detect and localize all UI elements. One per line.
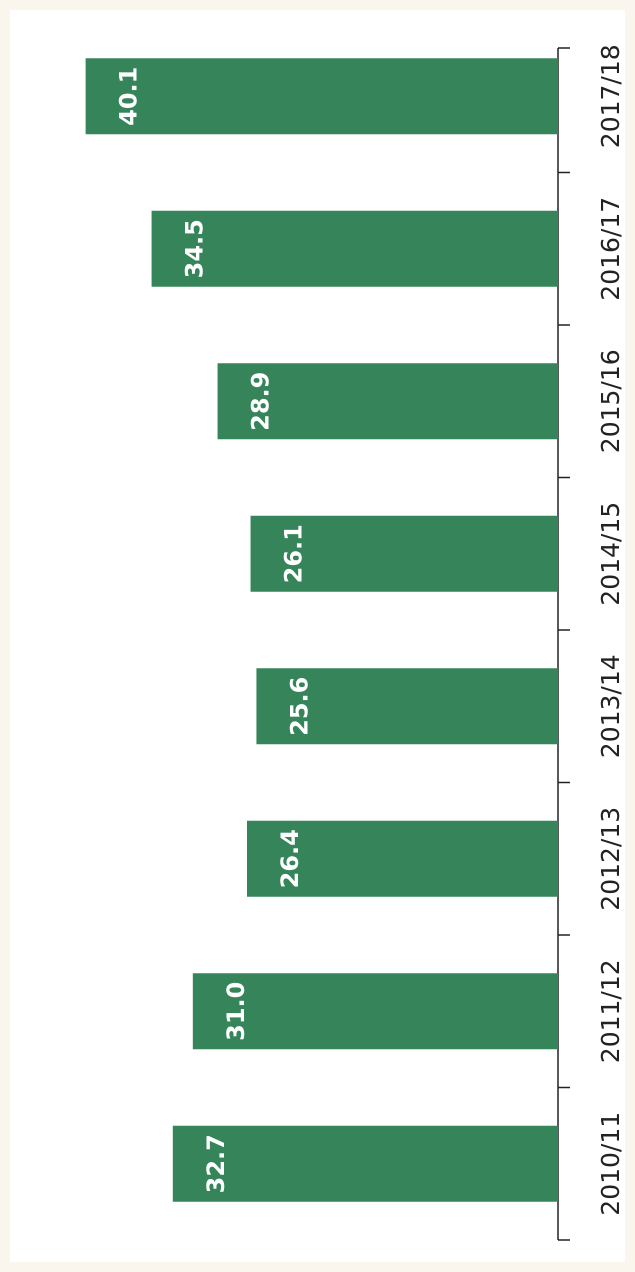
bar: [247, 820, 558, 897]
bar: [250, 515, 559, 592]
bar: [172, 1125, 558, 1202]
category-label: 2013/14: [596, 654, 625, 758]
plot-background: [10, 10, 625, 1262]
value-label: 26.4: [276, 829, 304, 888]
category-label: 2011/12: [596, 959, 625, 1063]
bar: [151, 210, 558, 287]
value-label: 40.1: [115, 67, 143, 126]
category-label: 2014/15: [596, 502, 625, 606]
category-label: 2015/16: [596, 349, 625, 453]
value-label: 25.6: [285, 677, 313, 736]
value-label: 26.1: [280, 524, 308, 583]
bar: [192, 973, 558, 1050]
value-label: 28.9: [247, 372, 275, 431]
value-label: 32.7: [202, 1134, 230, 1193]
bar: [217, 363, 559, 440]
category-label: 2017/18: [596, 44, 625, 148]
value-label: 34.5: [181, 219, 209, 278]
bar: [256, 668, 558, 745]
category-label: 2016/17: [596, 197, 625, 301]
bar: [85, 58, 558, 135]
value-label: 31.0: [222, 982, 250, 1041]
category-label: 2010/11: [596, 1112, 625, 1216]
category-label: 2012/13: [596, 807, 625, 911]
